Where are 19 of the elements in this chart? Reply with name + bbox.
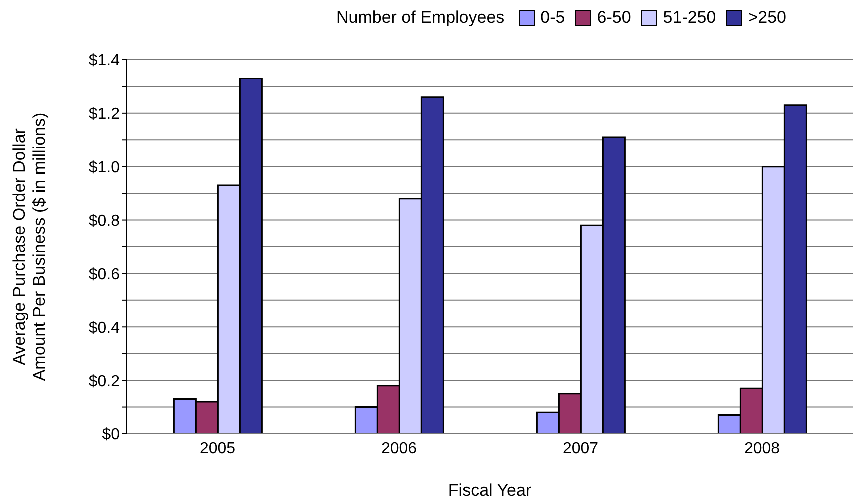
y-tick-label: $0.2 — [88, 373, 120, 390]
legend-label: 0-5 — [540, 8, 566, 28]
x-tick-label: 2007 — [562, 440, 599, 458]
x-axis-title: Fiscal Year — [448, 481, 532, 500]
y-axis-title: Average Purchase Order Dollar Amount Per Business ($ in millions) — [10, 112, 49, 382]
legend-label: >250 — [748, 8, 787, 28]
y-tick-label: $1.2 — [88, 106, 120, 124]
legend-label: 6-50 — [597, 8, 632, 28]
y-tick-label: $1.4 — [88, 52, 120, 70]
y-tick-label: $0.8 — [88, 212, 120, 230]
y-tick-label: $1.0 — [88, 160, 120, 177]
x-tick-label: 2006 — [381, 440, 418, 458]
legend-label: 51-250 — [663, 8, 716, 28]
y-tick-label: $0.6 — [88, 266, 120, 284]
y-tick-label: $0 — [102, 426, 120, 444]
y-tick-label: $0.4 — [88, 320, 120, 337]
legend-title: Number of Employees — [336, 8, 505, 28]
x-tick-label: 2008 — [744, 440, 780, 458]
x-tick-label: 2005 — [200, 440, 236, 458]
